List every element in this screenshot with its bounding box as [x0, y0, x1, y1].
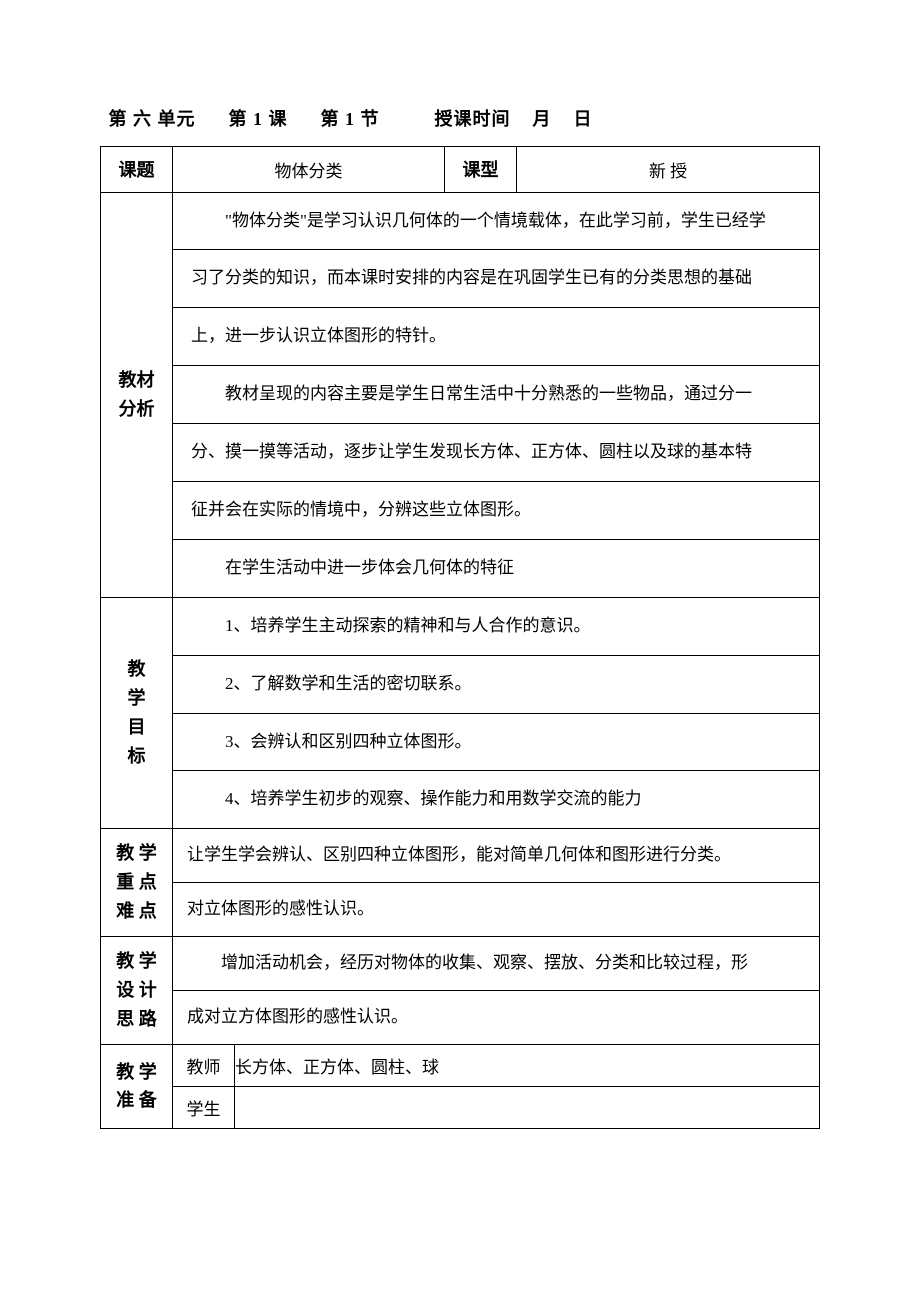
analysis-content: "物体分类"是学习认识几何体的一个情境载体，在此学习前，学生已经学 习了分类的知… — [173, 192, 820, 597]
prep-label: 教 学 准 备 — [101, 1058, 172, 1116]
analysis-label-2: 分析 — [119, 395, 155, 424]
time-label: 授课时间 — [435, 109, 511, 129]
prep-teacher-row: 教 学 准 备 教师 长方体、正方体、圆柱、球 — [101, 1044, 820, 1086]
objectives-label: 教 学 目 标 — [101, 655, 172, 770]
analysis-line: 分、摸一摸等活动，逐步让学生发现长方体、正方体、圆柱以及球的基本特 — [173, 424, 819, 482]
objectives-content: 1、培养学生主动探索的精神和与人合作的意识。 2、了解数学和生活的密切联系。 3… — [173, 597, 820, 829]
title-row: 课题 物体分类 课型 新 授 — [101, 146, 820, 192]
analysis-line: "物体分类"是学习认识几何体的一个情境载体，在此学习前，学生已经学 — [173, 193, 819, 251]
obj-label-char: 目 — [128, 713, 146, 742]
type-value: 新 授 — [517, 146, 820, 192]
prep-student-row: 学生 — [101, 1086, 820, 1128]
objective-line: 1、培养学生主动探索的精神和与人合作的意识。 — [173, 598, 819, 656]
obj-label-char: 学 — [128, 684, 146, 713]
topic-label: 课题 — [101, 146, 173, 192]
design-label-3: 思 路 — [116, 1005, 157, 1034]
analysis-row: 教材 分析 "物体分类"是学习认识几何体的一个情境载体，在此学习前，学生已经学 … — [101, 192, 820, 597]
student-label: 学生 — [173, 1086, 235, 1128]
design-content: 增加活动机会，经历对物体的收集、观察、摆放、分类和比较过程，形 成对立方体图形的… — [173, 937, 820, 1045]
unit-label: 第 六 单元 — [109, 109, 196, 129]
objective-line: 3、会辨认和区别四种立体图形。 — [173, 714, 819, 772]
prep-label-2: 准 备 — [116, 1086, 157, 1115]
header-content: 第 六 单元 第 1 课 第 1 节 授课时间 月 日 — [101, 105, 820, 131]
teacher-value: 长方体、正方体、圆柱、球 — [235, 1044, 820, 1086]
header-row: 第 六 单元 第 1 课 第 1 节 授课时间 月 日 — [101, 90, 820, 146]
student-value — [235, 1086, 820, 1128]
analysis-line: 征并会在实际的情境中，分辨这些立体图形。 — [173, 482, 819, 540]
keypoint-line: 让学生学会辨认、区别四种立体图形，能对简单几何体和图形进行分类。 — [173, 829, 819, 883]
analysis-line: 在学生活动中进一步体会几何体的特征 — [173, 540, 819, 597]
analysis-line: 习了分类的知识，而本课时安排的内容是在巩固学生已有的分类思想的基础 — [173, 250, 819, 308]
keypoints-content: 让学生学会辨认、区别四种立体图形，能对简单几何体和图形进行分类。 对立体图形的感… — [173, 829, 820, 937]
analysis-line: 上，进一步认识立体图形的特针。 — [173, 308, 819, 366]
obj-label-char: 教 — [128, 655, 146, 684]
objectives-row: 教 学 目 标 1、培养学生主动探索的精神和与人合作的意识。 2、了解数学和生活… — [101, 597, 820, 829]
keypoint-line: 对立体图形的感性认识。 — [173, 883, 819, 936]
keypoints-row: 教 学 重 点 难 点 让学生学会辨认、区别四种立体图形，能对简单几何体和图形进… — [101, 829, 820, 937]
kp-label-2: 重 点 — [116, 868, 157, 897]
teacher-label: 教师 — [173, 1044, 235, 1086]
keypoints-label: 教 学 重 点 难 点 — [101, 839, 172, 925]
design-line: 成对立方体图形的感性认识。 — [173, 991, 819, 1044]
type-label: 课型 — [445, 146, 517, 192]
design-label-1: 教 学 — [116, 947, 157, 976]
kp-label-1: 教 学 — [116, 839, 157, 868]
analysis-label: 教材 分析 — [101, 366, 172, 424]
obj-label-char: 标 — [128, 742, 146, 771]
lesson-plan-table: 第 六 单元 第 1 课 第 1 节 授课时间 月 日 课题 物体分类 课型 新… — [100, 90, 820, 1129]
month-label: 月 — [533, 109, 552, 129]
design-label: 教 学 设 计 思 路 — [101, 947, 172, 1033]
analysis-label-1: 教材 — [119, 366, 155, 395]
design-label-2: 设 计 — [116, 976, 157, 1005]
design-row: 教 学 设 计 思 路 增加活动机会，经历对物体的收集、观察、摆放、分类和比较过… — [101, 937, 820, 1045]
kp-label-3: 难 点 — [116, 897, 157, 926]
lesson-label: 第 1 课 — [229, 109, 288, 129]
day-label: 日 — [574, 109, 593, 129]
objective-line: 2、了解数学和生活的密切联系。 — [173, 656, 819, 714]
design-line: 增加活动机会，经历对物体的收集、观察、摆放、分类和比较过程，形 — [173, 937, 819, 991]
analysis-line: 教材呈现的内容主要是学生日常生活中十分熟悉的一些物品，通过分一 — [173, 366, 819, 424]
prep-label-1: 教 学 — [116, 1058, 157, 1087]
topic-value: 物体分类 — [173, 146, 445, 192]
objective-line: 4、培养学生初步的观察、操作能力和用数学交流的能力 — [173, 771, 819, 828]
section-label: 第 1 节 — [321, 109, 380, 129]
